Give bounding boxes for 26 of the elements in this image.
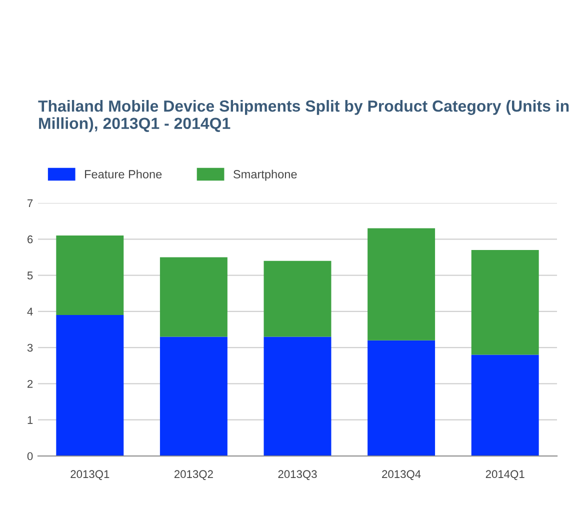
y-tick-label: 3: [27, 344, 33, 352]
x-tick-label: 2013Q4: [382, 470, 421, 480]
legend-label: Smartphone: [234, 170, 297, 181]
y-tick-label: 7: [28, 199, 33, 208]
y-tick-label: 0: [27, 452, 33, 460]
bar: [56, 315, 124, 456]
x-tick-label: 2013Q3: [278, 470, 317, 480]
x-tick-label: 2013Q1: [70, 470, 110, 480]
y-tick-label: 1: [28, 416, 33, 424]
x-tick-label: 2014Q1: [486, 470, 524, 480]
bar: [471, 354, 539, 456]
bar: [368, 340, 436, 456]
legend-label: Feature Phone: [85, 170, 162, 178]
bar: [160, 257, 228, 337]
bar: [368, 228, 436, 340]
chart-title: Thailand Mobile Device Shipments Split by Product Category (Units in Million), 2013Q1 - 2014Q1: [38, 100, 569, 132]
bar: [56, 236, 124, 316]
y-tick-label: 5: [27, 272, 33, 280]
x-tick-label: 2013Q2: [174, 470, 213, 480]
y-tick-label: 2: [28, 380, 33, 388]
bar: [264, 260, 332, 337]
y-tick-label: 4: [27, 308, 33, 316]
bar: [160, 336, 228, 456]
bar: [264, 336, 332, 456]
y-tick-label: 6: [28, 235, 33, 244]
bar: [471, 250, 539, 355]
